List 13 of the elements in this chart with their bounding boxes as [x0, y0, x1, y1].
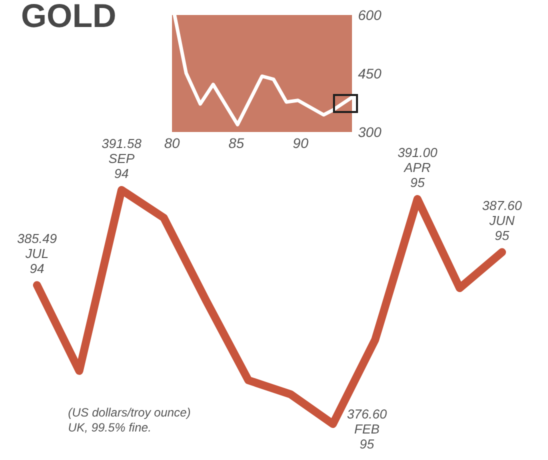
y-tick-label: 600 [358, 7, 382, 23]
x-tick-label: 80 [164, 135, 180, 151]
x-tick-label: 90 [292, 135, 309, 151]
y-tick-label: 300 [358, 124, 382, 140]
chart-title: GOLD [21, 0, 116, 34]
data-label: 387.60 JUN 95 [482, 198, 523, 244]
data-label: 385.49 JUL 94 [17, 231, 57, 276]
data-label: 391.00 APR 95 [398, 145, 438, 190]
x-tick-label: 85 [228, 135, 244, 151]
annotation: (US dollars/troy ounce) UK, 99.5% fine. [68, 406, 191, 434]
data-label: 391.58 SEP 94 [102, 136, 142, 181]
y-tick-label: 450 [358, 66, 382, 82]
data-label: 376.60 FEB 95 [347, 406, 388, 452]
